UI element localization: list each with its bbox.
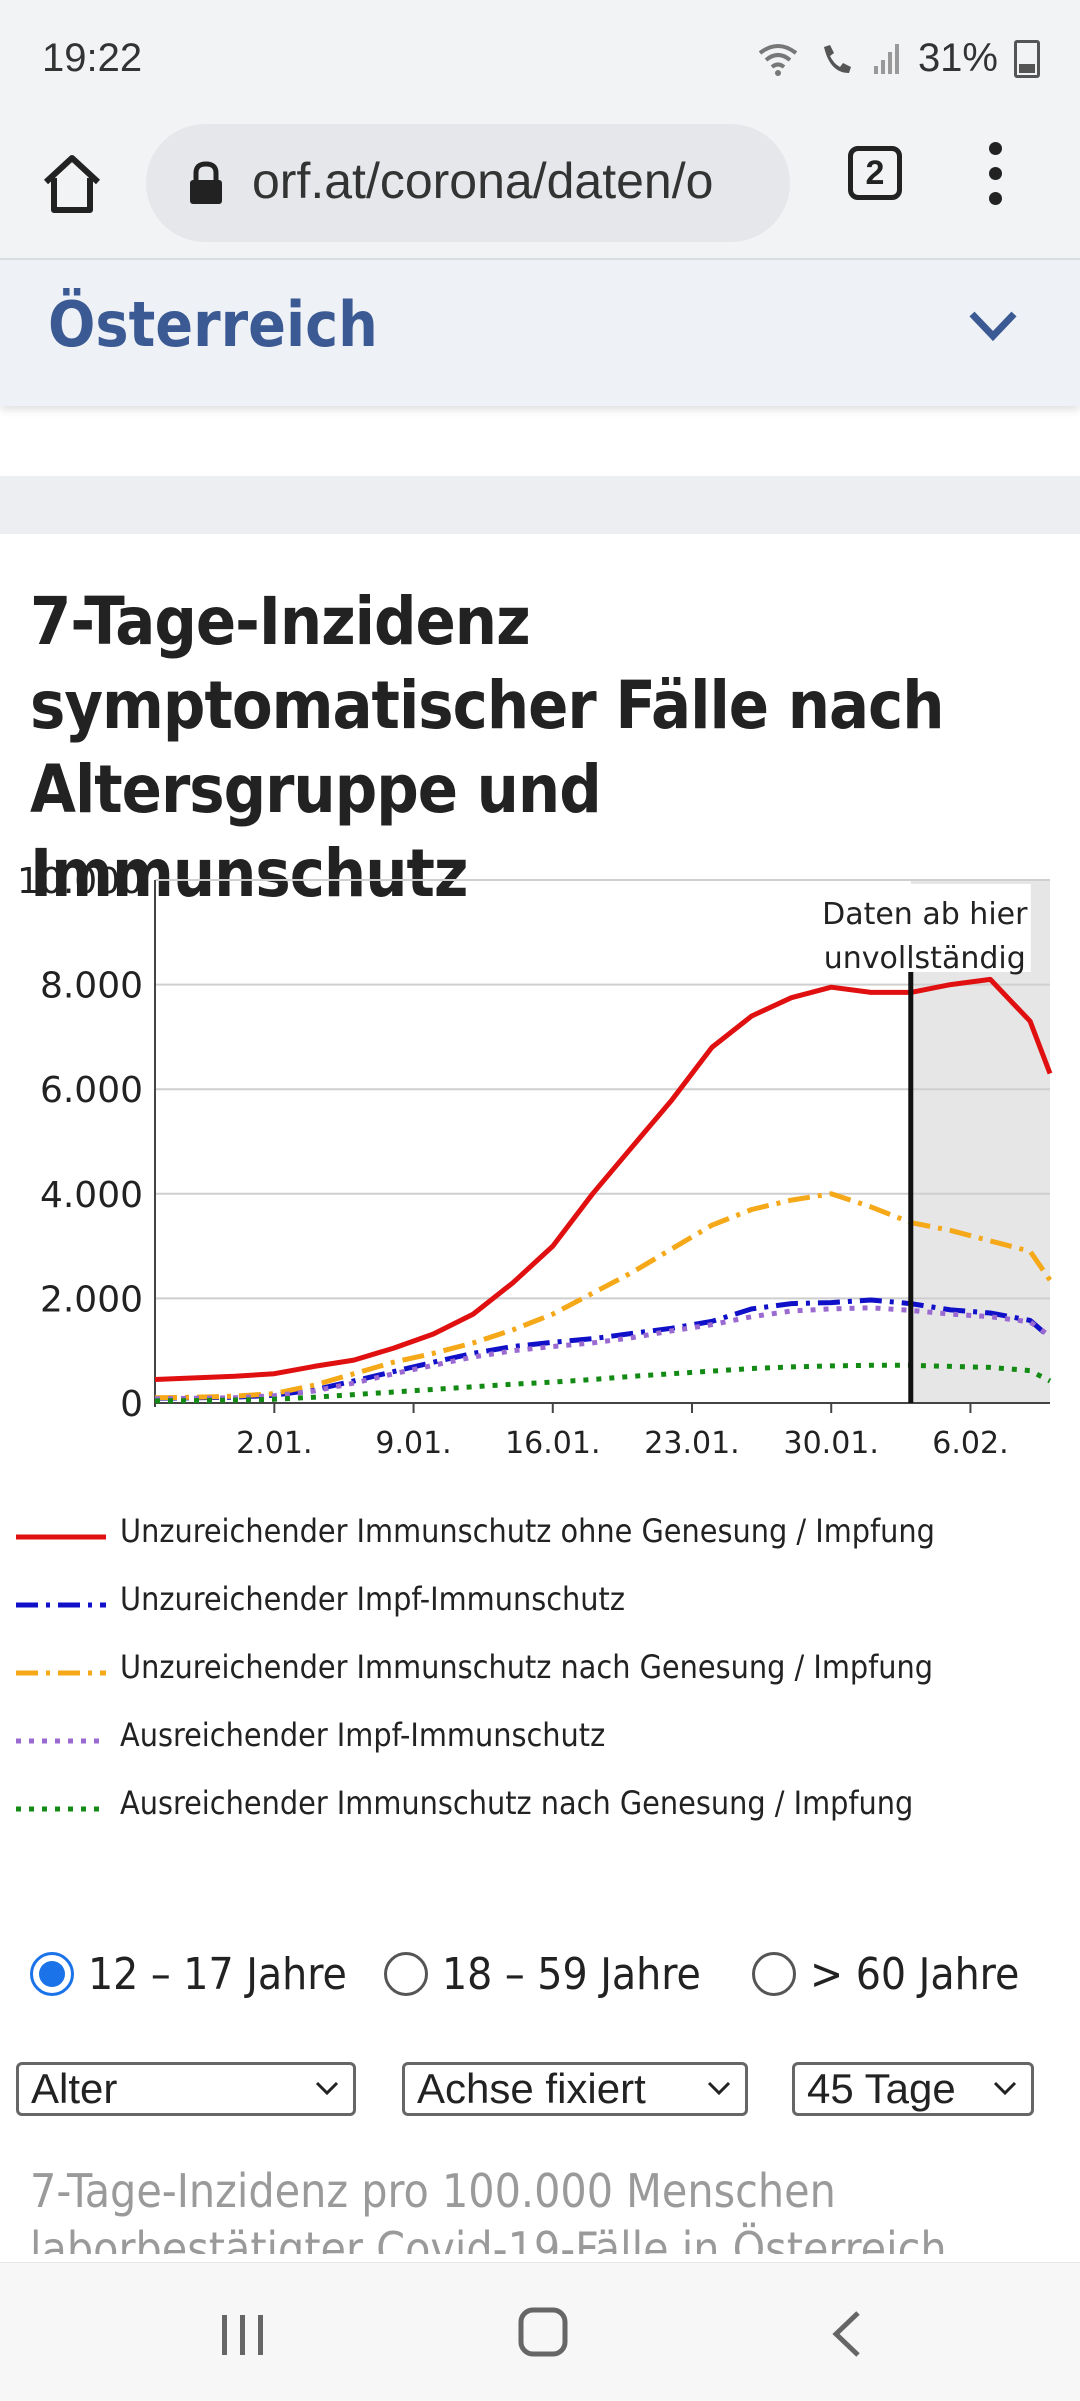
recents-icon[interactable]	[218, 2313, 268, 2357]
x-tick-label: 23.01.	[644, 1426, 739, 1461]
battery-icon	[1014, 39, 1040, 78]
status-time: 19:22	[42, 36, 143, 80]
legend-swatch	[16, 1670, 106, 1676]
annotation-text: unvollständig	[824, 941, 1026, 976]
y-tick-label: 0	[120, 1384, 143, 1425]
y-tick-label: 10.000	[17, 861, 143, 902]
radio-button[interactable]	[30, 1952, 74, 1996]
legend-item: Unzureichender Impf-Immunschutz	[14, 1580, 1064, 1648]
series-line	[154, 1362, 1052, 1404]
age-radio-label: 18 – 59 Jahre	[442, 1948, 701, 2000]
legend-item: Unzureichender Immunschutz nach Genesung…	[14, 1648, 1064, 1716]
legend-label: Unzureichender Immunschutz ohne Genesung…	[120, 1512, 935, 1550]
legend-item: Ausreichender Impf-Immunschutz	[14, 1716, 1064, 1784]
browser-toolbar: orf.at/corona/daten/o 2	[0, 110, 1080, 260]
age-radio-60-plus[interactable]: > 60 Jahre	[752, 1944, 1019, 2004]
age-radio-12-17[interactable]: 12 – 17 Jahre	[30, 1944, 347, 2004]
wifi-call-icon	[823, 44, 851, 73]
range-select[interactable]: 45 Tage	[792, 2062, 1034, 2116]
y-tick-label: 6.000	[40, 1070, 143, 1111]
y-tick-label: 8.000	[40, 966, 143, 1007]
legend-item: Unzureichender Immunschutz ohne Genesung…	[14, 1512, 1064, 1580]
address-bar[interactable]: orf.at/corona/daten/o	[146, 124, 790, 242]
status-icons: 31%	[756, 36, 1040, 81]
legend-label: Unzureichender Immunschutz nach Genesung…	[120, 1648, 934, 1686]
annotation-background	[830, 884, 1031, 972]
system-nav-bar	[0, 2262, 1080, 2401]
back-icon[interactable]	[828, 2309, 864, 2359]
chevron-down-icon	[993, 2081, 1017, 2096]
legend-label: Ausreichender Impf-Immunschutz	[120, 1716, 606, 1754]
series-line	[154, 1305, 1052, 1402]
legend-swatch	[16, 1534, 106, 1540]
age-radio-label: 12 – 17 Jahre	[88, 1948, 347, 2000]
y-tick-label: 2.000	[40, 1279, 143, 1320]
tab-switcher-button[interactable]: 2	[848, 146, 902, 200]
radio-button[interactable]	[384, 1952, 428, 1996]
axis-value: Achse fixiert	[417, 2065, 646, 2112]
group-by-select[interactable]: Alter	[16, 2062, 356, 2116]
signal-icon	[873, 43, 899, 74]
battery-level: 31%	[917, 36, 998, 80]
chevron-down-icon	[707, 2081, 731, 2096]
chart-legend: Unzureichender Immunschutz ohne Genesung…	[14, 1512, 1064, 1852]
legend-swatch	[16, 1806, 106, 1812]
status-bar: 19:22 31%	[0, 0, 1080, 110]
region-label: Österreich	[48, 288, 378, 361]
x-tick-label: 30.01.	[784, 1426, 879, 1461]
legend-swatch	[16, 1602, 106, 1608]
x-tick-label: 6.02.	[932, 1426, 1008, 1461]
y-tick-label: 4.000	[40, 1175, 143, 1216]
chart-title: 7-Tage-Inzidenz symptomatischer Fälle na…	[30, 583, 945, 912]
more-menu-icon[interactable]	[980, 142, 1010, 208]
radio-button[interactable]	[752, 1952, 796, 1996]
url-text: orf.at/corona/daten/o	[252, 153, 714, 209]
region-dropdown[interactable]: Österreich	[0, 260, 1080, 406]
range-value: 45 Tage	[807, 2065, 956, 2112]
x-tick-label: 16.01.	[505, 1426, 600, 1461]
section-divider	[0, 476, 1080, 534]
age-radio-18-59[interactable]: 18 – 59 Jahre	[384, 1944, 701, 2004]
axis-select[interactable]: Achse fixiert	[402, 2062, 748, 2116]
legend-item: Ausreichender Immunschutz nach Genesung …	[14, 1784, 1064, 1852]
home-nav-icon[interactable]	[518, 2307, 568, 2357]
legend-label: Unzureichender Impf-Immunschutz	[120, 1580, 625, 1618]
chevron-down-icon	[969, 311, 1017, 342]
home-icon[interactable]	[36, 148, 108, 220]
series-line	[154, 1297, 1052, 1401]
legend-swatch	[16, 1738, 106, 1744]
wifi-icon	[758, 43, 798, 76]
x-tick-label: 2.01.	[236, 1426, 312, 1461]
incidence-chart: 0 2.000 4.000 6.000 8.000 10.000 2.01. 9.01. 16.…	[17, 861, 1053, 1461]
x-tick-label: 9.01.	[375, 1426, 451, 1461]
legend-label: Ausreichender Immunschutz nach Genesung …	[120, 1784, 914, 1822]
series-line	[154, 1191, 1053, 1401]
lock-icon	[190, 161, 222, 204]
annotation-text: Daten ab hier	[822, 897, 1028, 932]
chart-footnote: 7-Tage-Inzidenz pro 100.000 Menschen lab…	[30, 2164, 947, 2254]
chevron-down-icon	[315, 2081, 339, 2096]
group-by-value: Alter	[31, 2065, 118, 2112]
series-line	[154, 976, 1053, 1382]
age-radio-label: > 60 Jahre	[810, 1948, 1020, 2000]
